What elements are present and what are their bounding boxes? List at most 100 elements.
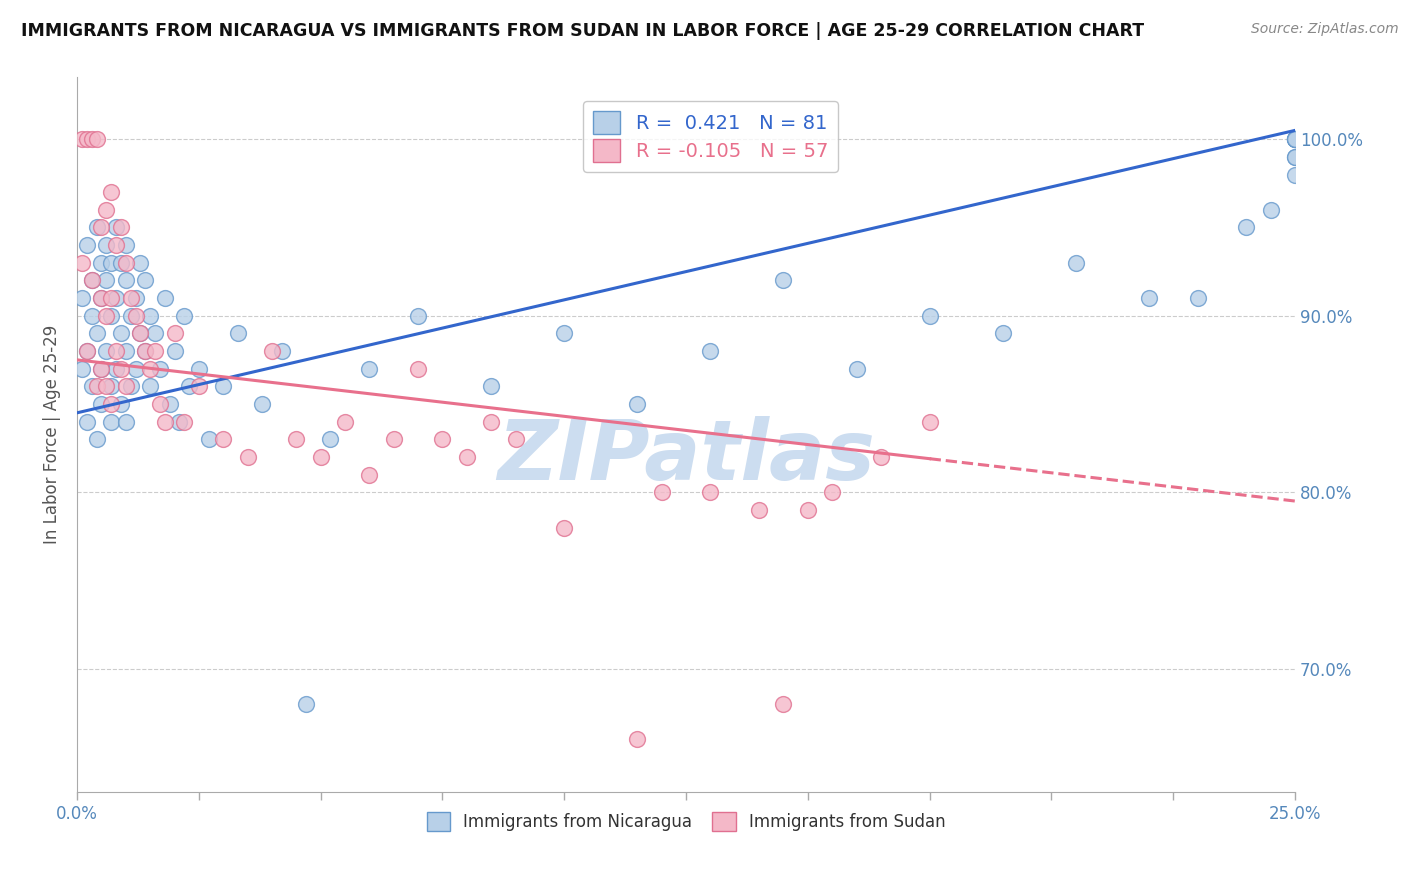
Point — [1234, 220, 1257, 235]
Point — [110, 326, 132, 341]
Point — [1284, 132, 1306, 146]
Point — [105, 238, 128, 252]
Point — [179, 379, 201, 393]
Point — [651, 485, 673, 500]
Point — [114, 273, 136, 287]
Point — [76, 415, 98, 429]
Point — [110, 361, 132, 376]
Point — [991, 326, 1014, 341]
Point — [120, 291, 142, 305]
Point — [626, 397, 648, 411]
Point — [100, 185, 122, 199]
Point — [1284, 168, 1306, 182]
Point — [173, 309, 195, 323]
Text: IMMIGRANTS FROM NICARAGUA VS IMMIGRANTS FROM SUDAN IN LABOR FORCE | AGE 25-29 CO: IMMIGRANTS FROM NICARAGUA VS IMMIGRANTS … — [21, 22, 1144, 40]
Point — [139, 379, 162, 393]
Point — [80, 132, 103, 146]
Point — [100, 415, 122, 429]
Point — [80, 309, 103, 323]
Point — [96, 344, 118, 359]
Point — [110, 397, 132, 411]
Point — [105, 344, 128, 359]
Point — [153, 415, 176, 429]
Point — [382, 432, 405, 446]
Point — [173, 415, 195, 429]
Point — [149, 361, 172, 376]
Text: ZIPatlas: ZIPatlas — [498, 416, 875, 497]
Point — [90, 256, 112, 270]
Point — [333, 415, 356, 429]
Point — [163, 344, 186, 359]
Point — [139, 361, 162, 376]
Point — [553, 326, 575, 341]
Point — [479, 379, 502, 393]
Point — [86, 379, 108, 393]
Point — [96, 202, 118, 217]
Point — [86, 432, 108, 446]
Point — [105, 361, 128, 376]
Point — [90, 291, 112, 305]
Point — [100, 309, 122, 323]
Point — [124, 309, 146, 323]
Point — [1187, 291, 1209, 305]
Point — [250, 397, 273, 411]
Point — [1064, 256, 1087, 270]
Point — [479, 415, 502, 429]
Text: Source: ZipAtlas.com: Source: ZipAtlas.com — [1251, 22, 1399, 37]
Y-axis label: In Labor Force | Age 25-29: In Labor Force | Age 25-29 — [44, 326, 60, 544]
Point — [197, 432, 219, 446]
Point — [80, 379, 103, 393]
Point — [285, 432, 308, 446]
Point — [870, 450, 893, 464]
Point — [406, 309, 429, 323]
Point — [153, 291, 176, 305]
Point — [236, 450, 259, 464]
Point — [134, 273, 156, 287]
Point — [76, 344, 98, 359]
Point — [129, 256, 152, 270]
Point — [505, 432, 527, 446]
Point — [90, 220, 112, 235]
Point — [1284, 132, 1306, 146]
Point — [114, 344, 136, 359]
Point — [163, 326, 186, 341]
Point — [169, 415, 191, 429]
Point — [70, 132, 93, 146]
Point — [748, 503, 770, 517]
Point — [100, 379, 122, 393]
Point — [80, 273, 103, 287]
Point — [260, 344, 283, 359]
Point — [918, 415, 941, 429]
Point — [309, 450, 332, 464]
Point — [86, 220, 108, 235]
Point — [80, 273, 103, 287]
Point — [90, 361, 112, 376]
Point — [143, 326, 166, 341]
Point — [70, 291, 93, 305]
Point — [110, 256, 132, 270]
Point — [918, 309, 941, 323]
Point — [124, 291, 146, 305]
Point — [772, 697, 794, 711]
Point — [432, 432, 454, 446]
Point — [1260, 202, 1282, 217]
Point — [105, 291, 128, 305]
Point — [456, 450, 478, 464]
Point — [821, 485, 844, 500]
Point — [187, 379, 209, 393]
Point — [159, 397, 181, 411]
Point — [70, 361, 93, 376]
Point — [134, 344, 156, 359]
Point — [100, 291, 122, 305]
Point — [86, 132, 108, 146]
Point — [124, 361, 146, 376]
Point — [129, 326, 152, 341]
Point — [129, 326, 152, 341]
Point — [1284, 132, 1306, 146]
Point — [1284, 132, 1306, 146]
Point — [187, 361, 209, 376]
Point — [96, 273, 118, 287]
Point — [143, 344, 166, 359]
Point — [212, 379, 235, 393]
Point — [114, 256, 136, 270]
